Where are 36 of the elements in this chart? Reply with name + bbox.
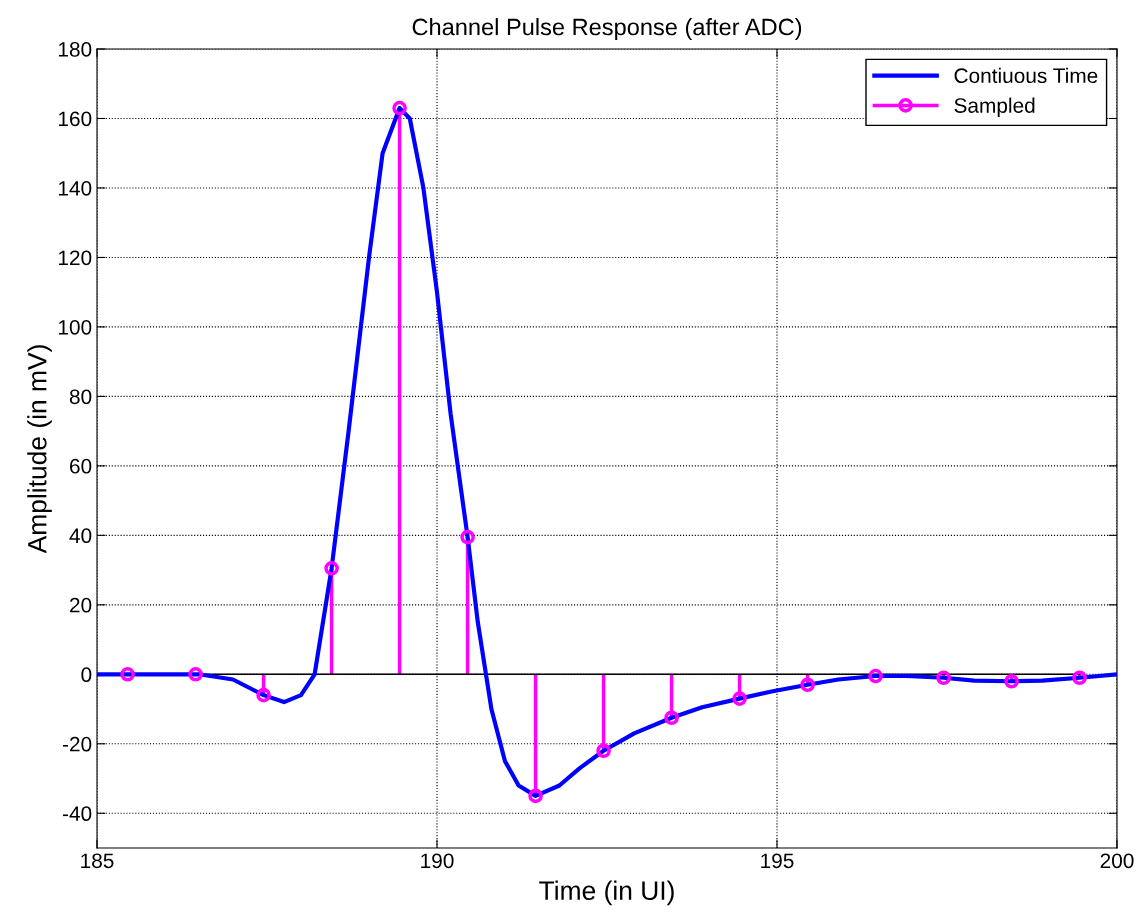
y-tick-label: 0 <box>81 667 92 683</box>
x-tick-label: 195 <box>761 853 794 869</box>
x-tick-label: 190 <box>421 853 454 869</box>
x-tick-label: 200 <box>1100 853 1134 869</box>
y-tick-label: 160 <box>58 111 92 127</box>
y-tick-label: 40 <box>69 528 92 544</box>
y-tick-label: 80 <box>69 389 92 405</box>
point <box>800 677 815 693</box>
point <box>664 710 679 726</box>
point <box>460 529 475 545</box>
point <box>1072 670 1087 686</box>
point <box>596 743 611 759</box>
y-tick-label: 20 <box>70 597 92 613</box>
point <box>392 100 407 116</box>
legend-label: Sampled <box>954 97 1035 118</box>
x-tick-label: 185 <box>81 853 114 869</box>
point <box>120 667 135 682</box>
y-tick-label: 180 <box>58 42 92 57</box>
point <box>188 667 203 682</box>
point <box>732 691 747 706</box>
y-tick-label: 60 <box>70 458 92 474</box>
point <box>256 687 271 703</box>
y-tick-label: 100 <box>58 319 92 335</box>
point <box>868 668 883 684</box>
y-tick-label: 140 <box>58 180 92 196</box>
x-axis-title: Time (in UI) <box>539 880 674 906</box>
chart-title: Channel Pulse Response (after ADC) <box>412 18 802 41</box>
point <box>528 788 543 804</box>
legend-label: Contiuous Time <box>954 67 1098 84</box>
point <box>324 561 339 576</box>
point <box>1004 673 1019 689</box>
y-tick-label: -20 <box>62 736 92 752</box>
point <box>936 670 951 686</box>
y-axis-title: Amplitude (in mV) <box>27 345 52 554</box>
y-tick-label: -40 <box>62 806 92 822</box>
y-tick-label: 120 <box>58 250 92 266</box>
